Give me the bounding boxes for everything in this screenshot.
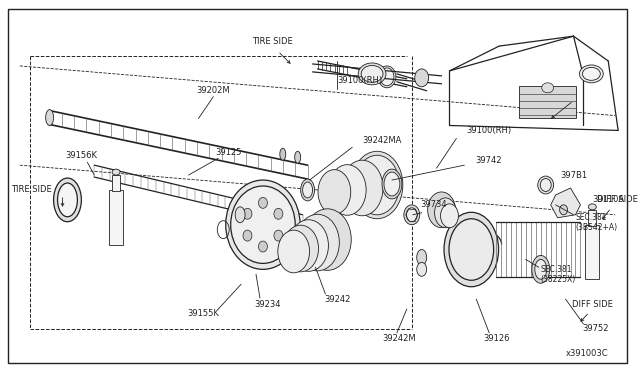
Ellipse shape	[303, 182, 312, 198]
Bar	[586, 225, 599, 279]
Text: 39242: 39242	[324, 295, 351, 304]
Text: TIRE SIDE: TIRE SIDE	[11, 186, 52, 195]
Ellipse shape	[358, 63, 386, 85]
Ellipse shape	[559, 205, 568, 215]
Text: (38225X): (38225X)	[541, 275, 576, 284]
Text: 39110A: 39110A	[592, 195, 624, 204]
Ellipse shape	[417, 250, 427, 265]
Text: SEC.381: SEC.381	[575, 213, 607, 222]
Ellipse shape	[428, 192, 456, 228]
Ellipse shape	[243, 208, 252, 219]
Ellipse shape	[532, 256, 550, 283]
Ellipse shape	[440, 204, 458, 228]
Ellipse shape	[296, 214, 339, 271]
Ellipse shape	[54, 178, 81, 222]
Bar	[109, 190, 123, 244]
Text: 39125: 39125	[215, 148, 241, 157]
Ellipse shape	[243, 230, 252, 241]
Ellipse shape	[58, 183, 77, 217]
Ellipse shape	[289, 220, 328, 271]
Ellipse shape	[301, 179, 314, 201]
Ellipse shape	[294, 151, 301, 163]
Ellipse shape	[417, 262, 427, 276]
Text: 39234: 39234	[255, 299, 281, 309]
Ellipse shape	[415, 69, 429, 87]
Text: 39752: 39752	[582, 324, 609, 333]
Ellipse shape	[259, 241, 268, 252]
Ellipse shape	[361, 65, 383, 82]
Ellipse shape	[540, 179, 551, 192]
Text: DIFF SIDE: DIFF SIDE	[596, 195, 637, 204]
Text: 39156K: 39156K	[65, 151, 97, 160]
Ellipse shape	[351, 151, 403, 219]
Ellipse shape	[380, 68, 394, 86]
Text: 39155K: 39155K	[188, 310, 220, 318]
Ellipse shape	[382, 169, 402, 199]
Ellipse shape	[435, 198, 456, 228]
Polygon shape	[550, 188, 580, 218]
Text: 39242M: 39242M	[382, 334, 416, 343]
Text: x391003C: x391003C	[566, 349, 608, 358]
Text: 39100(RH): 39100(RH)	[337, 76, 383, 85]
Ellipse shape	[235, 207, 245, 223]
Ellipse shape	[535, 259, 547, 279]
Ellipse shape	[538, 176, 554, 194]
Ellipse shape	[355, 155, 399, 215]
Ellipse shape	[326, 185, 339, 205]
Text: 39100(RH): 39100(RH)	[467, 126, 511, 135]
Ellipse shape	[278, 230, 310, 273]
Text: (3B542+A): (3B542+A)	[575, 223, 618, 232]
Ellipse shape	[406, 208, 417, 222]
Ellipse shape	[444, 212, 499, 287]
Ellipse shape	[230, 186, 295, 263]
Ellipse shape	[541, 83, 554, 93]
Ellipse shape	[274, 208, 283, 219]
Text: 39202M: 39202M	[196, 86, 230, 95]
Text: DIFF SIDE: DIFF SIDE	[572, 299, 612, 309]
Ellipse shape	[274, 230, 283, 241]
Ellipse shape	[588, 204, 596, 210]
Ellipse shape	[384, 172, 400, 196]
Ellipse shape	[226, 180, 300, 269]
Ellipse shape	[582, 67, 600, 80]
Text: SEC.381: SEC.381	[541, 265, 572, 274]
Ellipse shape	[404, 205, 420, 225]
Ellipse shape	[259, 198, 268, 208]
Text: 39126: 39126	[483, 334, 509, 343]
Text: 39734: 39734	[420, 201, 447, 209]
Ellipse shape	[303, 209, 351, 270]
Ellipse shape	[449, 219, 493, 280]
Bar	[519, 86, 577, 118]
Ellipse shape	[328, 165, 366, 215]
Text: 397B1: 397B1	[560, 171, 587, 180]
Ellipse shape	[45, 110, 54, 125]
Text: 39242MA: 39242MA	[362, 136, 402, 145]
Ellipse shape	[341, 160, 383, 216]
Ellipse shape	[112, 169, 120, 175]
Ellipse shape	[318, 170, 351, 214]
Text: 39742: 39742	[475, 156, 501, 165]
Ellipse shape	[283, 225, 319, 272]
Text: TIRE SIDE: TIRE SIDE	[253, 36, 293, 46]
Bar	[588, 210, 596, 226]
Bar	[112, 175, 120, 191]
Ellipse shape	[378, 66, 396, 88]
Ellipse shape	[579, 65, 604, 83]
Ellipse shape	[280, 148, 286, 160]
